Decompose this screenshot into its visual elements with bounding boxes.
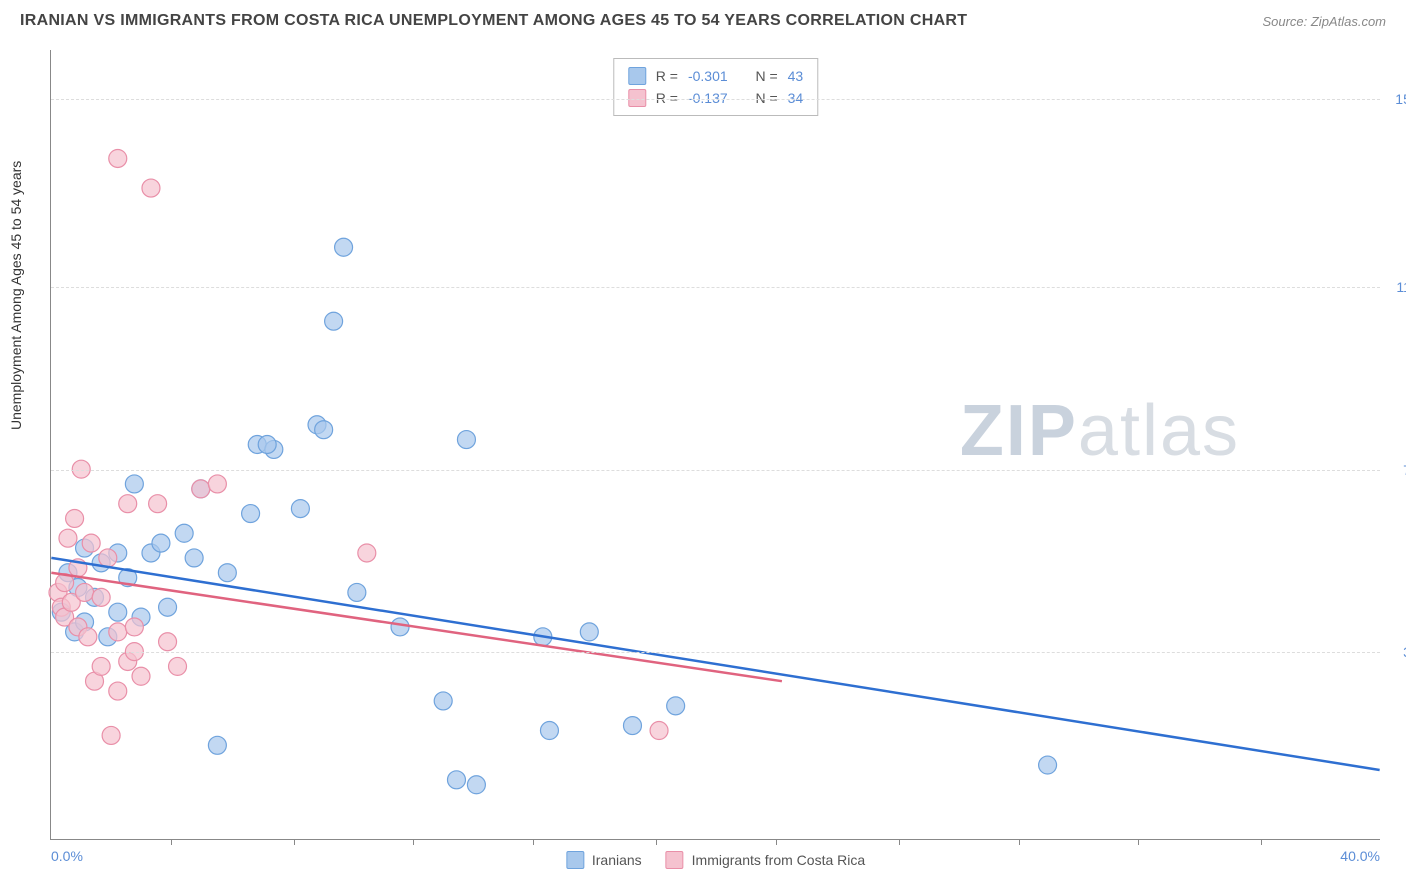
x-tick: [413, 839, 414, 845]
data-point: [540, 722, 558, 740]
data-point: [358, 544, 376, 562]
data-point: [315, 421, 333, 439]
series-legend: Iranians Immigrants from Costa Rica: [566, 851, 865, 869]
data-point: [185, 549, 203, 567]
data-point: [79, 628, 97, 646]
data-point: [59, 529, 77, 547]
data-point: [152, 534, 170, 552]
x-tick: [1019, 839, 1020, 845]
data-point: [208, 736, 226, 754]
y-axis-label: Unemployment Among Ages 45 to 54 years: [8, 161, 24, 430]
data-point: [99, 549, 117, 567]
chart-title: IRANIAN VS IMMIGRANTS FROM COSTA RICA UN…: [20, 12, 967, 30]
x-tick: [1138, 839, 1139, 845]
data-point: [391, 618, 409, 636]
data-point: [192, 480, 210, 498]
x-tick: [1261, 839, 1262, 845]
data-point: [447, 771, 465, 789]
data-point: [325, 312, 343, 330]
data-point: [175, 524, 193, 542]
data-point: [109, 603, 127, 621]
data-point: [467, 776, 485, 794]
x-tick: [899, 839, 900, 845]
data-point: [623, 717, 641, 735]
chart-plot-area: ZIPatlas R = -0.301 N = 43 R = -0.137 N …: [50, 50, 1380, 840]
data-point: [242, 505, 260, 523]
data-point: [457, 431, 475, 449]
data-point: [667, 697, 685, 715]
data-point: [92, 657, 110, 675]
data-point: [109, 623, 127, 641]
data-point: [119, 495, 137, 513]
legend-label-0: Iranians: [592, 852, 642, 868]
y-tick-label: 11.2%: [1396, 279, 1406, 295]
legend-item-0: Iranians: [566, 851, 642, 869]
legend-item-1: Immigrants from Costa Rica: [666, 851, 865, 869]
data-point: [208, 475, 226, 493]
x-tick: [171, 839, 172, 845]
data-point: [650, 722, 668, 740]
y-tick-label: 15.0%: [1395, 91, 1406, 107]
swatch-iranians: [566, 851, 584, 869]
scatter-svg: [51, 50, 1380, 839]
source-label: Source: ZipAtlas.com: [1262, 14, 1386, 29]
x-tick-min: 0.0%: [51, 848, 83, 864]
trend-line: [51, 573, 782, 681]
data-point: [258, 436, 276, 454]
data-point: [335, 238, 353, 256]
data-point: [291, 500, 309, 518]
x-tick: [776, 839, 777, 845]
data-point: [142, 179, 160, 197]
data-point: [109, 682, 127, 700]
gridline: [51, 652, 1380, 653]
gridline: [51, 99, 1380, 100]
data-point: [102, 726, 120, 744]
data-point: [580, 623, 598, 641]
data-point: [434, 692, 452, 710]
x-tick: [533, 839, 534, 845]
data-point: [66, 509, 84, 527]
x-tick: [656, 839, 657, 845]
data-point: [159, 633, 177, 651]
data-point: [125, 475, 143, 493]
gridline: [51, 470, 1380, 471]
legend-label-1: Immigrants from Costa Rica: [692, 852, 865, 868]
data-point: [125, 618, 143, 636]
data-point: [132, 667, 150, 685]
data-point: [109, 149, 127, 167]
data-point: [149, 495, 167, 513]
data-point: [92, 588, 110, 606]
gridline: [51, 287, 1380, 288]
trend-line: [51, 558, 1379, 770]
swatch-costarica: [666, 851, 684, 869]
data-point: [159, 598, 177, 616]
data-point: [348, 583, 366, 601]
x-tick-max: 40.0%: [1340, 848, 1380, 864]
data-point: [169, 657, 187, 675]
x-tick: [294, 839, 295, 845]
data-point: [1039, 756, 1057, 774]
chart-header: IRANIAN VS IMMIGRANTS FROM COSTA RICA UN…: [0, 0, 1406, 38]
data-point: [218, 564, 236, 582]
data-point: [76, 583, 94, 601]
data-point: [82, 534, 100, 552]
